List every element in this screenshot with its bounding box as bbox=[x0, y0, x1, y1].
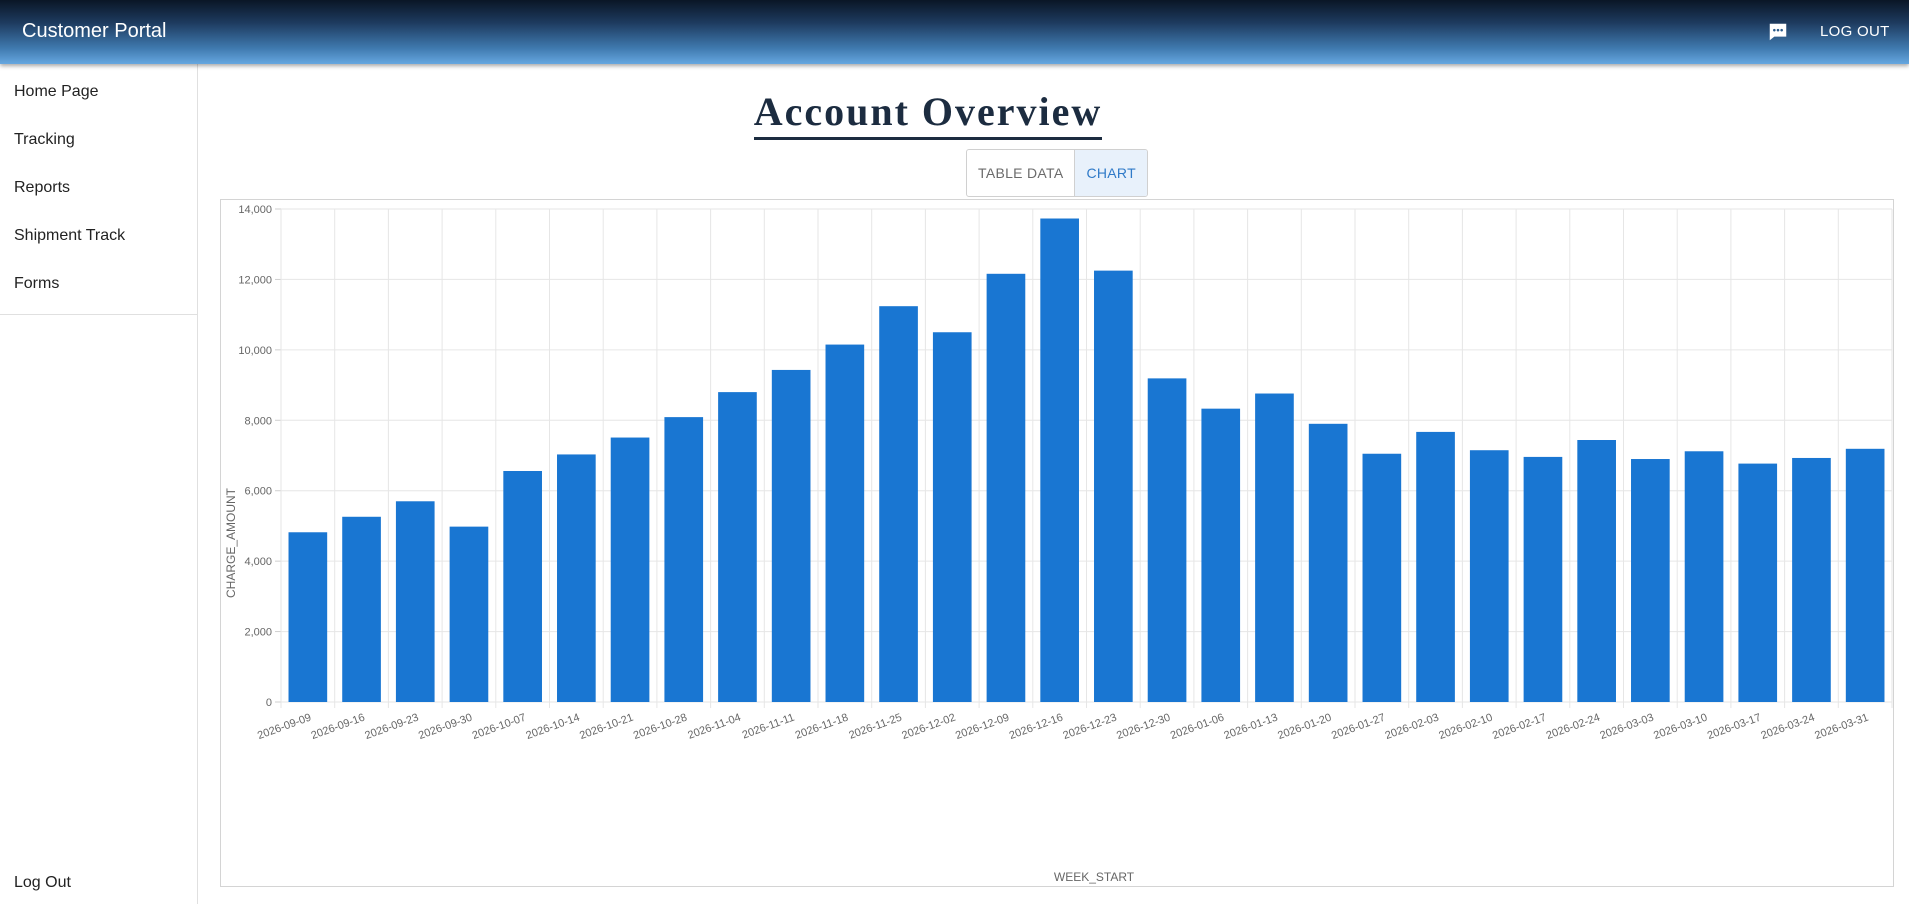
y-tick-label: 12,000 bbox=[238, 274, 272, 286]
tab-chart[interactable]: CHART bbox=[1074, 150, 1147, 196]
x-axis-ticks: 2026-09-092026-09-162026-09-232026-09-30… bbox=[256, 712, 1870, 743]
bar[interactable] bbox=[664, 417, 704, 702]
bar[interactable] bbox=[1362, 453, 1402, 702]
x-tick-label: 2026-01-06 bbox=[1169, 712, 1226, 743]
bar[interactable] bbox=[1845, 448, 1885, 702]
x-tick-label: 2026-02-24 bbox=[1545, 712, 1602, 743]
bar[interactable] bbox=[1201, 408, 1241, 702]
bar[interactable] bbox=[1040, 218, 1079, 702]
x-tick-label: 2026-09-09 bbox=[256, 712, 313, 743]
page-title: Account Overview bbox=[753, 88, 1103, 140]
logout-button[interactable]: LOG OUT bbox=[1820, 23, 1890, 40]
x-tick-label: 2026-01-20 bbox=[1276, 712, 1333, 743]
chat-icon[interactable] bbox=[1767, 21, 1789, 43]
x-tick-label: 2026-03-03 bbox=[1598, 712, 1655, 743]
bar[interactable] bbox=[986, 273, 1026, 702]
bar[interactable] bbox=[1308, 423, 1348, 702]
sidebar-item-shipment-track[interactable]: Shipment Track bbox=[14, 227, 126, 244]
x-tick-label: 2026-03-31 bbox=[1813, 712, 1870, 743]
bar[interactable] bbox=[1094, 270, 1133, 702]
sidebar-item-tracking[interactable]: Tracking bbox=[14, 131, 75, 148]
y-axis-label: CHARGE_AMOUNT bbox=[224, 487, 238, 598]
app-title: Customer Portal bbox=[22, 20, 167, 42]
x-tick-label: 2026-09-23 bbox=[363, 712, 420, 743]
x-tick-label: 2026-11-04 bbox=[686, 712, 742, 742]
bar[interactable] bbox=[1469, 450, 1509, 702]
chart-bars bbox=[288, 218, 1885, 702]
x-tick-label: 2026-02-03 bbox=[1384, 712, 1441, 743]
chart-grid bbox=[275, 208, 1893, 708]
bar[interactable] bbox=[395, 501, 435, 702]
y-tick-label: 10,000 bbox=[238, 345, 272, 357]
chart-container: 0 2,000 4,000 6,000 8,000 10,000 12,000 14,000 … bbox=[220, 199, 1894, 887]
sidebar-item-home-page[interactable]: Home Page bbox=[14, 83, 99, 100]
x-tick-label: 2026-10-07 bbox=[471, 712, 528, 743]
x-tick-label: 2026-12-02 bbox=[900, 712, 957, 743]
x-tick-label: 2026-03-17 bbox=[1706, 712, 1763, 743]
x-tick-label: 2026-11-11 bbox=[741, 712, 796, 742]
y-axis-ticks: 0 2,000 4,000 6,000 8,000 10,000 12,000 14,000 bbox=[238, 204, 272, 709]
y-tick-label: 6,000 bbox=[244, 486, 272, 498]
view-toggle: TABLE DATA CHART bbox=[966, 149, 1148, 197]
bar[interactable] bbox=[1792, 457, 1831, 702]
bar[interactable] bbox=[288, 532, 328, 702]
bar[interactable] bbox=[932, 332, 972, 702]
bar[interactable] bbox=[1738, 463, 1778, 702]
x-tick-label: 2026-09-16 bbox=[310, 712, 367, 743]
x-tick-label: 2026-03-10 bbox=[1652, 712, 1709, 743]
bar[interactable] bbox=[1523, 456, 1563, 702]
bar-chart: 02,0004,0006,0008,00010,00012,00014,000 … bbox=[224, 204, 1893, 884]
sidebar: Home Page Tracking Reports Shipment Trac… bbox=[0, 64, 198, 904]
x-tick-label: 2026-12-16 bbox=[1008, 712, 1065, 743]
bar[interactable] bbox=[1255, 393, 1294, 702]
bar[interactable] bbox=[718, 392, 757, 702]
y-tick-label: 2,000 bbox=[244, 627, 272, 639]
bar[interactable] bbox=[879, 306, 918, 702]
sidebar-item-reports[interactable]: Reports bbox=[14, 179, 71, 196]
x-tick-label: 2026-12-23 bbox=[1061, 712, 1118, 743]
sidebar-nav: Home Page Tracking Reports Shipment Trac… bbox=[0, 68, 197, 315]
x-tick-label: 2026-09-30 bbox=[417, 712, 474, 743]
x-tick-label: 2026-10-28 bbox=[632, 712, 689, 743]
bar[interactable] bbox=[342, 516, 381, 702]
sidebar-item-forms[interactable]: Forms bbox=[14, 275, 60, 292]
top-app-bar: Customer Portal LOG OUT bbox=[0, 0, 1909, 64]
bar[interactable] bbox=[610, 437, 650, 702]
sidebar-logout-link[interactable]: Log Out bbox=[14, 874, 71, 891]
bar[interactable] bbox=[557, 454, 596, 702]
x-tick-label: 2026-01-13 bbox=[1222, 712, 1279, 743]
y-tick-label: 8,000 bbox=[244, 415, 272, 427]
y-tick-label: 0 bbox=[266, 697, 272, 709]
bar[interactable] bbox=[503, 470, 542, 702]
page-title-wrapper: Account Overview bbox=[198, 88, 1658, 140]
x-tick-label: 2026-01-27 bbox=[1330, 712, 1387, 743]
x-tick-label: 2026-12-09 bbox=[954, 712, 1011, 743]
bar[interactable] bbox=[1684, 451, 1724, 702]
x-tick-label: 2026-03-24 bbox=[1759, 712, 1816, 743]
x-tick-label: 2026-02-17 bbox=[1491, 712, 1548, 743]
tab-table-data[interactable]: TABLE DATA bbox=[978, 165, 1064, 181]
x-tick-label: 2026-11-25 bbox=[847, 712, 903, 742]
y-tick-label: 4,000 bbox=[244, 556, 272, 568]
x-tick-label: 2026-10-14 bbox=[524, 712, 581, 743]
x-tick-label: 2026-12-30 bbox=[1115, 712, 1172, 743]
bar[interactable] bbox=[771, 369, 811, 702]
y-tick-label: 14,000 bbox=[238, 204, 272, 216]
x-tick-label: 2026-02-10 bbox=[1437, 712, 1494, 743]
bar[interactable] bbox=[1631, 459, 1670, 702]
x-tick-label: 2026-10-21 bbox=[578, 712, 635, 743]
bar[interactable] bbox=[1577, 440, 1616, 702]
bar[interactable] bbox=[449, 526, 489, 702]
main-content: Account Overview TABLE DATA CHART 0 2,000… bbox=[198, 64, 1909, 904]
bar[interactable] bbox=[1416, 431, 1455, 702]
x-tick-label: 2026-11-18 bbox=[794, 712, 850, 742]
bar[interactable] bbox=[825, 344, 865, 702]
bar[interactable] bbox=[1147, 378, 1187, 702]
x-axis-label: WEEK_START bbox=[1054, 870, 1135, 884]
